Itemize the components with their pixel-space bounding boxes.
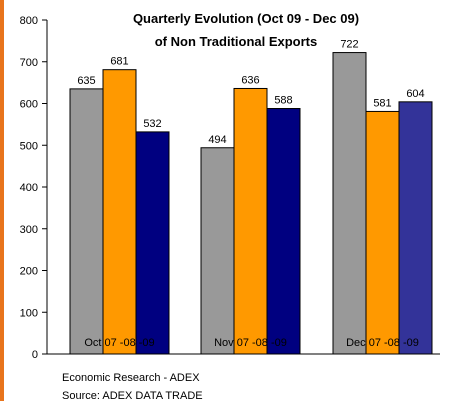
y-tick-label-200: 200 xyxy=(20,266,38,278)
bar-0-1 xyxy=(102,69,137,355)
chart-title-line-2: of Non Traditional Exports xyxy=(155,34,318,49)
bar-2-0 xyxy=(332,52,367,355)
y-axis: 0 100 200 300 400 500 600 700 800 xyxy=(20,15,48,361)
data-label-0-2: 532 xyxy=(143,118,161,130)
bar-0-0 xyxy=(69,88,104,355)
bar-1-0 xyxy=(200,147,235,355)
bar-2-1 xyxy=(365,110,400,355)
x-category-label-0: Oct 07 -08 -09 xyxy=(84,337,154,349)
footer: Economic Research - ADEX Source: ADEX DA… xyxy=(0,368,470,401)
bar-chart: Quarterly Evolution (Oct 09 - Dec 09) of… xyxy=(20,11,440,361)
data-label-0-1: 681 xyxy=(110,56,128,68)
bar-2-2 xyxy=(398,101,433,355)
bar-0-2 xyxy=(135,131,170,355)
footer-source: Source: ADEX DATA TRADE xyxy=(62,390,203,401)
y-tick-label-300: 300 xyxy=(20,224,38,236)
chart-title: Quarterly Evolution (Oct 09 - Dec 09) of… xyxy=(133,11,359,49)
data-label-0-0: 635 xyxy=(77,75,95,87)
data-labels: 635 681 532 494 636 588 722 581 604 xyxy=(77,39,424,146)
y-tick-label-600: 600 xyxy=(20,99,38,111)
bar-1-1 xyxy=(233,87,268,355)
bar-1-2 xyxy=(266,108,301,355)
data-label-1-2: 588 xyxy=(274,95,292,107)
x-category-label-1: Nov 07 -08 -09 xyxy=(214,337,287,349)
y-tick-label-100: 100 xyxy=(20,307,38,319)
y-tick-label-500: 500 xyxy=(20,140,38,152)
x-category-label-2: Dec 07 -08 -09 xyxy=(346,337,419,349)
data-label-2-2: 604 xyxy=(406,88,424,100)
bars xyxy=(69,52,433,355)
data-label-2-0: 722 xyxy=(340,39,358,51)
y-tick-label-800: 800 xyxy=(20,15,38,27)
data-label-1-1: 636 xyxy=(241,74,259,86)
chart-title-line-1: Quarterly Evolution (Oct 09 - Dec 09) xyxy=(133,11,359,26)
data-label-2-1: 581 xyxy=(373,97,391,109)
data-label-1-0: 494 xyxy=(208,134,226,146)
y-tick-label-700: 700 xyxy=(20,57,38,69)
footer-credit: Economic Research - ADEX xyxy=(62,372,200,384)
left-accent-border xyxy=(0,0,4,401)
y-tick-label-0: 0 xyxy=(32,349,38,361)
y-tick-label-400: 400 xyxy=(20,182,38,194)
x-axis-labels: Oct 07 -08 -09 Nov 07 -08 -09 Dec 07 -08 -… xyxy=(84,337,419,349)
